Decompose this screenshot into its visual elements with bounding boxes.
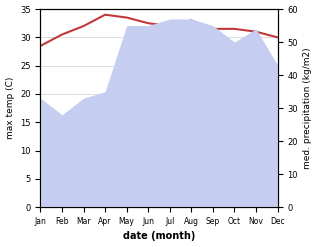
X-axis label: date (month): date (month): [123, 231, 195, 242]
Y-axis label: med. precipitation (kg/m2): med. precipitation (kg/m2): [303, 47, 313, 169]
Y-axis label: max temp (C): max temp (C): [5, 77, 15, 139]
